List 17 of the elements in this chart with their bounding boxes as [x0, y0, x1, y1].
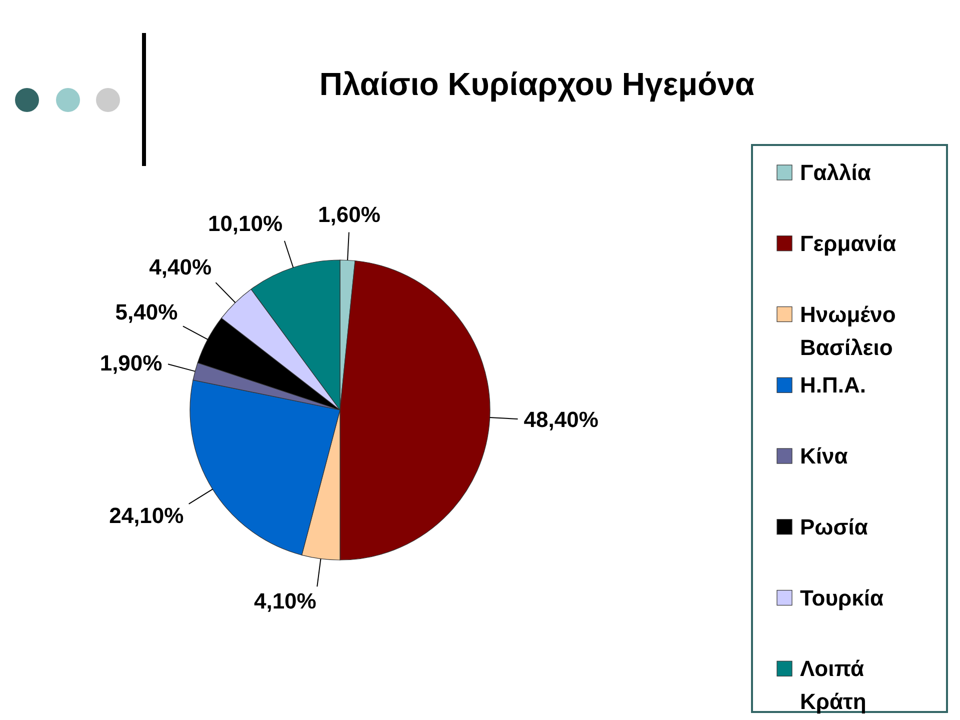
- data-label: 24,10%: [109, 503, 184, 528]
- data-label: 1,90%: [100, 350, 162, 376]
- chart-title: Πλαίσιο Κυρίαρχου Ηγεμόνα: [319, 66, 755, 102]
- data-label: 5,40%: [115, 299, 178, 324]
- data-label: 48,40%: [524, 407, 598, 432]
- legend-label: Λοιπά Κράτη: [800, 656, 866, 714]
- legend-label: Η.Π.Α.: [800, 372, 866, 398]
- data-label: 10,10%: [208, 211, 283, 236]
- legend-label: Ρωσία: [800, 514, 868, 540]
- legend-label: Τουρκία: [800, 585, 884, 610]
- data-label: 1,60%: [318, 202, 380, 228]
- legend-label: Ηνωμένο Βασίλειο: [800, 302, 896, 360]
- legend-label: Γερμανία: [800, 230, 897, 256]
- data-label: 4,10%: [254, 588, 316, 614]
- legend-label: Κίνα: [800, 444, 848, 468]
- legend-label: Γαλλία: [800, 160, 872, 185]
- data-label: 4,40%: [149, 254, 212, 280]
